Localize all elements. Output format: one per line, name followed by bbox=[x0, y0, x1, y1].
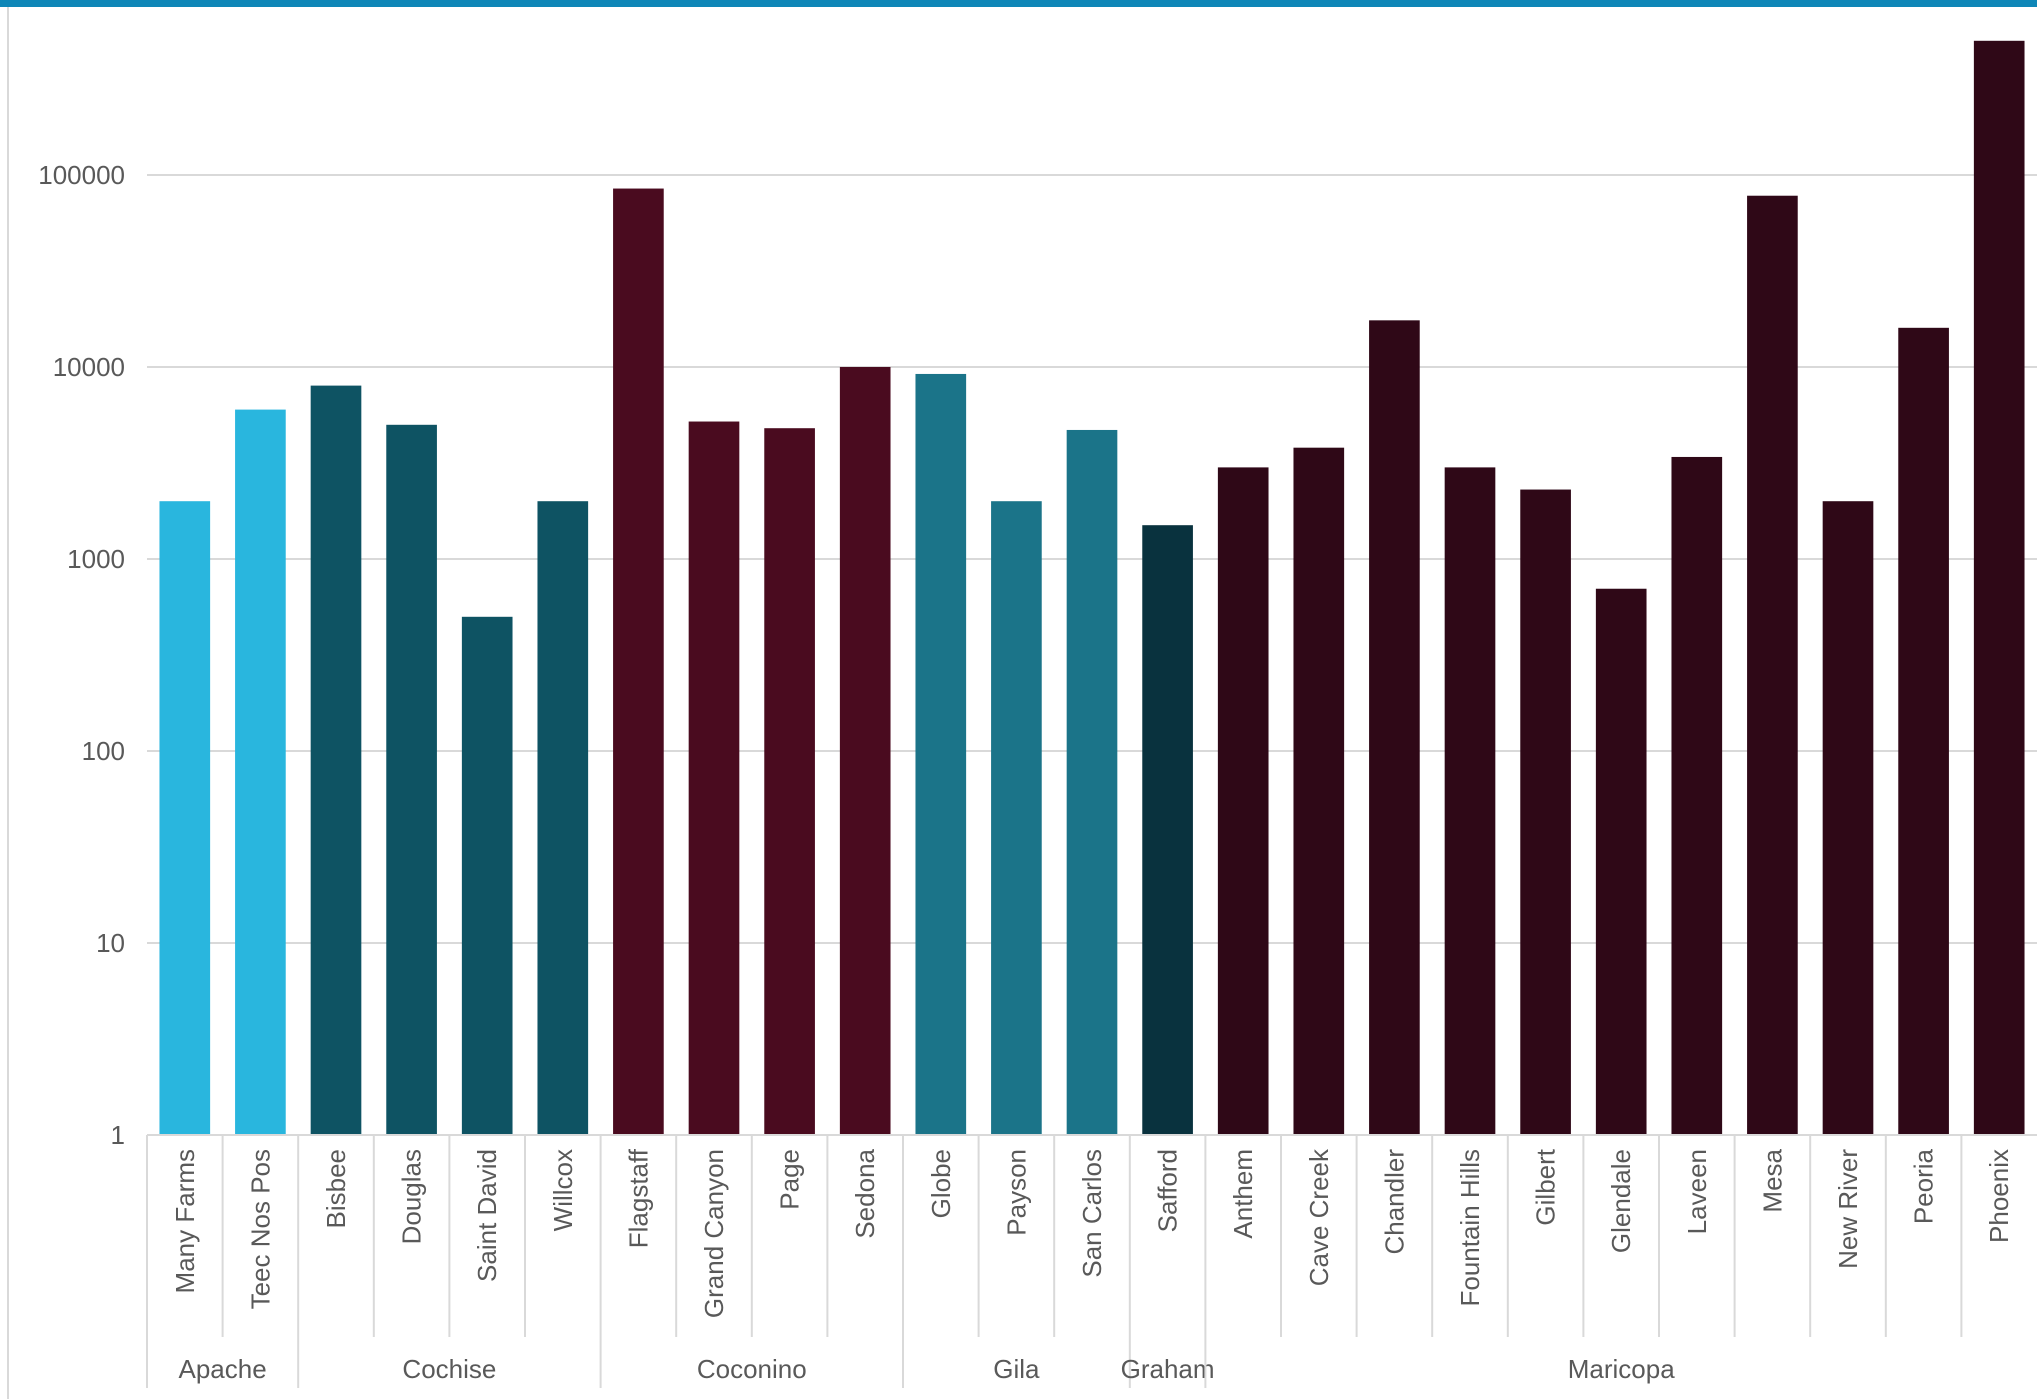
y-axis-ticks: 1 10 100 1000 10000 100000 bbox=[38, 160, 125, 1150]
x-tick-label: Anthem bbox=[1228, 1149, 1258, 1239]
bar bbox=[1293, 447, 1345, 1136]
bar bbox=[1369, 320, 1420, 1136]
bar bbox=[1671, 456, 1723, 1135]
x-tick-label: Bisbee bbox=[321, 1149, 351, 1229]
bar bbox=[310, 385, 362, 1136]
group-label: Cochise bbox=[402, 1354, 496, 1384]
bar bbox=[1973, 40, 2025, 1136]
x-tick-label: New River bbox=[1833, 1149, 1863, 1269]
y-tick-label: 100000 bbox=[38, 160, 125, 190]
x-tick-label: Chandler bbox=[1379, 1149, 1409, 1255]
x-tick-label: Laveen bbox=[1682, 1149, 1712, 1234]
group-label: Coconino bbox=[697, 1354, 807, 1384]
x-tick-label: Safford bbox=[1153, 1149, 1183, 1232]
x-tick-label: Glendale bbox=[1606, 1149, 1636, 1253]
x-axis: Many Farms Teec Nos Pos Apache Bisbee Dougla… bbox=[146, 1134, 2037, 1388]
bars bbox=[159, 40, 2025, 1136]
bar bbox=[1066, 429, 1118, 1135]
x-tick-label: Grand Canyon bbox=[699, 1149, 729, 1318]
bar bbox=[1520, 489, 1571, 1136]
x-tick-label: Peoria bbox=[1909, 1148, 1939, 1224]
bar bbox=[1142, 525, 1193, 1135]
y-tick-label: 10 bbox=[96, 928, 125, 958]
bar bbox=[764, 428, 815, 1136]
bar bbox=[1898, 327, 1949, 1135]
x-tick-label: Phoenix bbox=[1984, 1149, 2014, 1243]
group-label: Graham bbox=[1121, 1354, 1215, 1384]
x-tick-label: Gilbert bbox=[1531, 1148, 1561, 1225]
y-tick-label: 10000 bbox=[53, 352, 125, 382]
bar bbox=[235, 409, 286, 1135]
bar bbox=[1444, 467, 1496, 1136]
y-tick-label: 1 bbox=[111, 1120, 125, 1150]
group-label: Gila bbox=[993, 1354, 1040, 1384]
bar bbox=[386, 424, 437, 1136]
group-label: Maricopa bbox=[1568, 1354, 1675, 1384]
x-tick-label: Douglas bbox=[397, 1149, 427, 1244]
x-tick-label: Page bbox=[775, 1149, 805, 1210]
x-tick-label: Many Farms bbox=[170, 1149, 200, 1293]
bar bbox=[1217, 467, 1269, 1136]
bar bbox=[1747, 195, 1798, 1135]
bar bbox=[991, 501, 1042, 1135]
top-accent-bar bbox=[0, 0, 2037, 7]
bar bbox=[537, 501, 589, 1135]
x-tick-label: San Carlos bbox=[1077, 1149, 1107, 1278]
bar bbox=[613, 188, 664, 1135]
x-tick-label: Cave Creek bbox=[1304, 1148, 1334, 1286]
group-label: Apache bbox=[179, 1354, 267, 1384]
x-tick-label: Teec Nos Pos bbox=[245, 1149, 275, 1309]
x-tick-label: Globe bbox=[926, 1149, 956, 1218]
bar bbox=[839, 367, 891, 1135]
bar bbox=[159, 501, 211, 1135]
y-tick-label: 100 bbox=[82, 736, 125, 766]
x-tick-label: Willcox bbox=[548, 1149, 578, 1231]
bar bbox=[688, 421, 740, 1135]
bar bbox=[461, 616, 513, 1135]
bar bbox=[915, 373, 967, 1135]
x-tick-label: Sedona bbox=[850, 1148, 880, 1238]
x-tick-label: Saint David bbox=[472, 1149, 502, 1282]
x-tick-label: Mesa bbox=[1757, 1148, 1787, 1212]
x-tick-label: Payson bbox=[1001, 1149, 1031, 1236]
bar bbox=[1822, 501, 1874, 1135]
y-tick-label: 1000 bbox=[67, 544, 125, 574]
bar bbox=[1595, 588, 1647, 1135]
x-tick-label: Flagstaff bbox=[623, 1148, 653, 1248]
x-tick-label: Fountain Hills bbox=[1455, 1149, 1485, 1307]
